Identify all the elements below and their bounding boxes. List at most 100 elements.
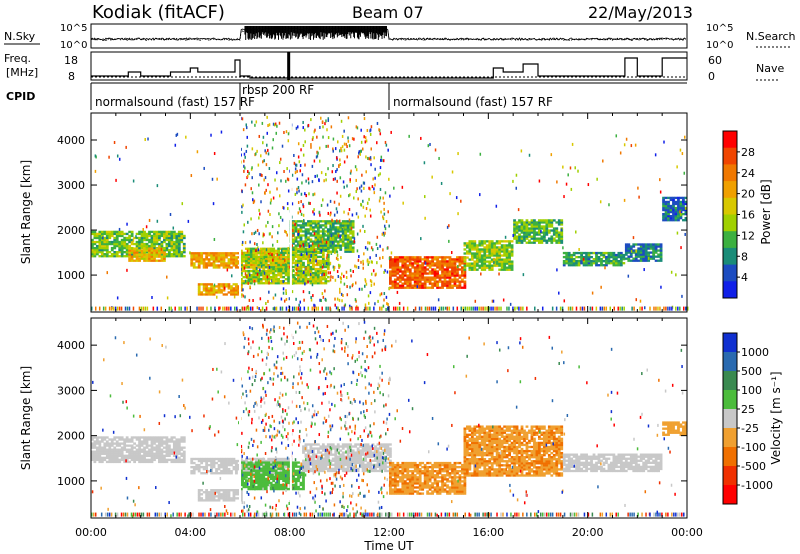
heatmap-cell (138, 242, 141, 246)
heatmap-cell (120, 234, 124, 238)
heatmap-cell (257, 265, 261, 269)
noise-speck (318, 178, 320, 182)
heatmap-cell (463, 262, 467, 265)
noise-speck (382, 231, 385, 235)
noise-speck (329, 199, 332, 203)
noise-speck (367, 294, 370, 298)
noise-speck (351, 213, 354, 217)
heatmap-cell (140, 442, 144, 445)
heatmap-cell (254, 261, 258, 265)
heatmap-cell (403, 258, 407, 261)
heatmap-cell (163, 255, 166, 258)
heatmap-cell (520, 237, 524, 240)
heatmap-cell (396, 286, 400, 289)
heatmap-cell (346, 230, 350, 233)
heatmap-cell (557, 219, 561, 222)
heatmap-cell (453, 276, 457, 279)
heatmap-cell (207, 264, 211, 267)
noise-speck (302, 153, 305, 157)
heatmap-cell (418, 270, 422, 273)
heatmap-cell (95, 448, 99, 451)
heatmap-cell (672, 214, 675, 218)
heatmap-cell (205, 285, 209, 288)
heatmap-cell (210, 262, 213, 265)
heatmap-cell (235, 252, 238, 255)
heatmap-cell (252, 255, 256, 259)
heatmap-cell (202, 262, 206, 265)
heatmap-cell (287, 271, 290, 275)
freq-marker (287, 52, 291, 80)
heatmap-cell (562, 262, 566, 265)
velocity-data (91, 318, 688, 518)
heatmap-cell (235, 258, 238, 261)
near-range-cell (295, 306, 298, 311)
heatmap-cell (113, 454, 117, 457)
heatmap-cell (235, 291, 238, 294)
heatmap-cell (398, 258, 402, 261)
heatmap-cell (135, 452, 139, 455)
heatmap-cell (456, 270, 459, 273)
heatmap-cell (336, 232, 340, 235)
heatmap-cell (170, 232, 174, 236)
heatmap-cell (167, 232, 171, 236)
heatmap-cell (254, 253, 258, 257)
noise-speck (267, 183, 269, 187)
heatmap-cell (262, 278, 266, 281)
heatmap-cell (205, 264, 209, 267)
heatmap-cell (160, 460, 164, 464)
noise-speck (367, 262, 370, 266)
heatmap-cell (172, 460, 176, 464)
heatmap-cell (426, 264, 430, 267)
heatmap-cell (197, 264, 201, 267)
noise-speck (280, 179, 282, 183)
heatmap-cell (319, 230, 323, 233)
noise-speck (367, 241, 369, 245)
heatmap-cell (674, 206, 678, 210)
heatmap-cell (230, 262, 233, 265)
heatmap-cell (215, 264, 218, 267)
heatmap-cell (662, 202, 665, 206)
heatmap-cell (143, 230, 146, 234)
heatmap-cell (98, 255, 102, 258)
noise-speck (271, 278, 274, 282)
heatmap-cell (547, 229, 551, 232)
noise-speck (371, 185, 374, 189)
heatmap-cell (575, 262, 579, 265)
noise-speck (396, 290, 399, 294)
heatmap-cell (110, 444, 114, 447)
heatmap-cell (177, 232, 181, 236)
heatmap-cell (547, 225, 551, 228)
noise-speck (268, 279, 270, 283)
heatmap-cell (140, 251, 144, 254)
noise-speck (297, 142, 300, 146)
noise-speck (243, 223, 246, 227)
noise-speck (376, 235, 379, 239)
heatmap-cell (448, 260, 452, 263)
heatmap-cell (684, 196, 688, 200)
heatmap-cell (235, 468, 238, 471)
heatmap-cell (528, 231, 531, 234)
heatmap-cell (105, 230, 109, 234)
heatmap-cell (398, 276, 402, 279)
heatmap-cell (389, 256, 392, 259)
heatmap-cell (125, 448, 129, 451)
noise-speck (262, 135, 265, 139)
noise-speck (359, 152, 362, 156)
heatmap-cell (302, 230, 305, 233)
near-range-cell (396, 306, 399, 311)
heatmap-cell (540, 239, 544, 242)
heatmap-cell (165, 232, 169, 236)
heatmap-cell (287, 273, 290, 277)
heatmap-cell (393, 278, 397, 281)
heatmap-cell (406, 286, 410, 289)
heatmap-cell (153, 442, 156, 445)
noise-speck (343, 129, 345, 133)
heatmap-cell (545, 219, 549, 222)
heatmap-cell (570, 255, 574, 259)
heatmap-cell (597, 264, 601, 267)
heatmap-cell (530, 221, 534, 224)
heatmap-cell (667, 200, 670, 204)
heatmap-cell (113, 232, 117, 236)
near-range-cell (186, 306, 188, 311)
noise-speck (116, 154, 119, 158)
